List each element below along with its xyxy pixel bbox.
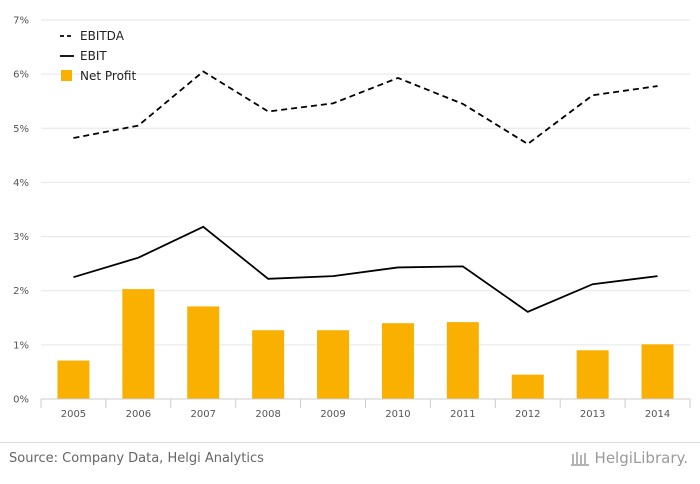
bar-net-profit-2006 bbox=[122, 289, 155, 399]
bar-net-profit-2008 bbox=[252, 330, 285, 399]
legend-label: EBIT bbox=[80, 49, 107, 63]
bar-net-profit-2012 bbox=[511, 374, 544, 399]
legend-item-ebit: EBIT bbox=[60, 49, 107, 63]
y-tick-label: 2% bbox=[13, 286, 29, 297]
y-tick-label: 3% bbox=[13, 232, 29, 243]
bar-net-profit-2010 bbox=[381, 323, 414, 399]
legend-item-net-profit: Net Profit bbox=[61, 69, 136, 83]
legend-swatch bbox=[61, 70, 72, 81]
x-tick-label-2013: 2013 bbox=[580, 409, 605, 420]
footer: Source: Company Data, Helgi Analytics He… bbox=[0, 442, 700, 484]
x-tick-label-2011: 2011 bbox=[450, 409, 475, 420]
brand-logo: HelgiLibrary. bbox=[570, 449, 688, 467]
bar-net-profit-2014 bbox=[641, 344, 674, 399]
x-tick-label-2010: 2010 bbox=[385, 409, 410, 420]
y-axis-tick-labels: 0% 1% 2% 3% 4% 5% 6% 7% bbox=[13, 16, 29, 406]
x-tick-label-2012: 2012 bbox=[515, 409, 540, 420]
x-tick-label-2007: 2007 bbox=[191, 409, 216, 420]
x-tick-label-2014: 2014 bbox=[645, 409, 670, 420]
y-tick-label: 7% bbox=[13, 16, 29, 27]
net-profit-bars bbox=[57, 289, 674, 399]
line-ebit bbox=[73, 225, 658, 313]
bar-net-profit-2005 bbox=[57, 360, 90, 399]
x-tick-label-2006: 2006 bbox=[126, 409, 151, 420]
bar-net-profit-2009 bbox=[317, 330, 350, 399]
y-tick-label: 5% bbox=[13, 124, 29, 135]
brand-name: HelgiLibrary. bbox=[594, 449, 688, 467]
x-axis bbox=[40, 398, 691, 408]
y-tick-label: 4% bbox=[13, 178, 29, 189]
bar-net-profit-2011 bbox=[446, 322, 479, 399]
legend-label: EBITDA bbox=[80, 29, 125, 43]
series-lines bbox=[73, 70, 658, 313]
y-tick-label: 1% bbox=[13, 340, 29, 351]
legend: EBITDA EBIT Net Profit bbox=[60, 29, 136, 83]
y-tick-label: 0% bbox=[13, 395, 29, 406]
x-tick-label-2009: 2009 bbox=[320, 409, 345, 420]
legend-item-ebitda: EBITDA bbox=[60, 29, 125, 43]
line-ebitda bbox=[73, 70, 658, 146]
combo-chart: 0% 1% 2% 3% 4% 5% 6% 7% 2005 2006 2007 2008 2009 201… bbox=[13, 16, 691, 420]
x-tick-label-2008: 2008 bbox=[255, 409, 280, 420]
bar-net-profit-2007 bbox=[187, 306, 220, 399]
legend-label: Net Profit bbox=[80, 69, 136, 83]
library-icon bbox=[570, 452, 589, 466]
y-tick-label: 6% bbox=[13, 70, 29, 81]
x-tick-label-2005: 2005 bbox=[61, 409, 86, 420]
source-note: Source: Company Data, Helgi Analytics bbox=[9, 451, 264, 466]
bar-net-profit-2013 bbox=[576, 350, 609, 399]
x-axis-tick-labels: 2005 2006 2007 2008 2009 2010 2011 2012 2013 2014 bbox=[61, 409, 671, 420]
